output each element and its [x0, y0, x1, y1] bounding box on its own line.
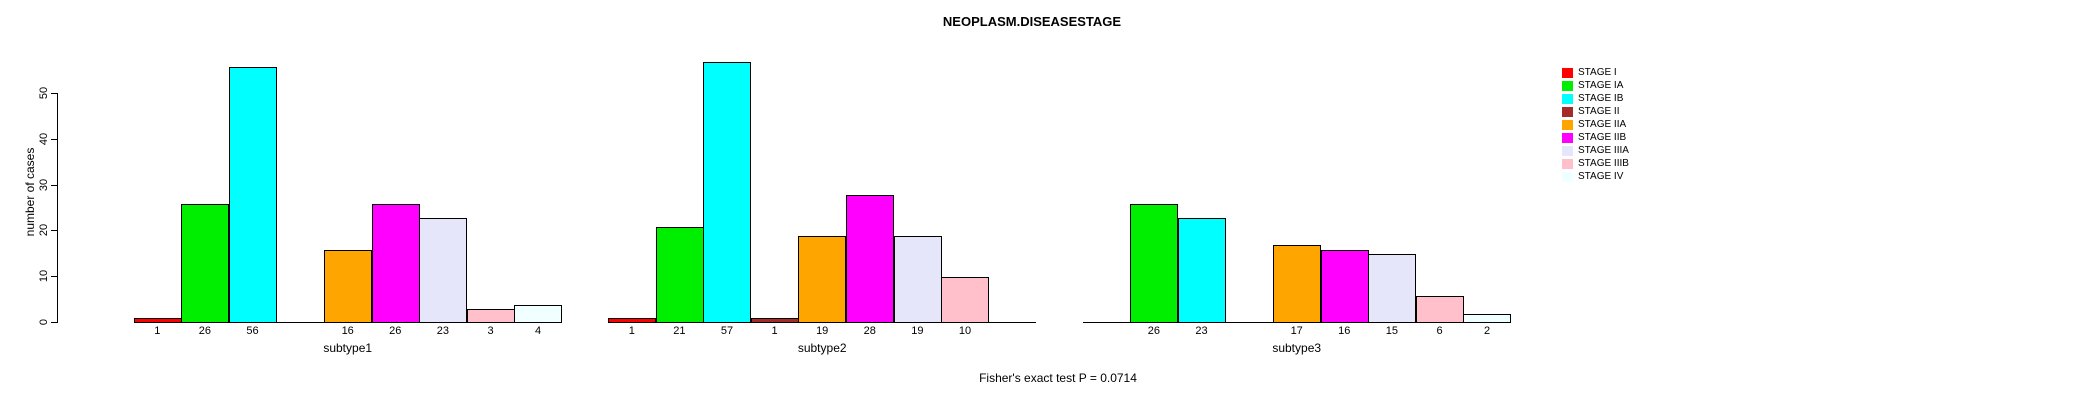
- legend-swatch-stage-iia: [1562, 119, 1573, 130]
- bar-subtype3-stage-ia: [1130, 204, 1178, 323]
- bar-subtype2-stage-iib: [846, 195, 894, 323]
- bar-value-label: 1: [771, 325, 778, 337]
- bar-subtype3-stage-iiia: [1368, 254, 1416, 323]
- bar-value-label: 21: [673, 325, 686, 337]
- legend-label: STAGE IA: [1578, 80, 1624, 91]
- bar-subtype2-stage-ib: [703, 62, 751, 323]
- bar-value-label: 2: [1484, 325, 1491, 337]
- y-axis-tick-label: 0: [38, 318, 50, 326]
- bar-subtype2-stage-i: [608, 318, 656, 323]
- bar-value-label: 56: [246, 325, 259, 337]
- legend-item-stage-iib: STAGE IIB: [1562, 131, 1702, 144]
- bar-value-label: 26: [389, 325, 402, 337]
- y-axis-tick: [51, 322, 57, 323]
- legend-label: STAGE IIB: [1578, 132, 1627, 143]
- bar-subtype1-stage-ib: [229, 67, 277, 323]
- bar-value-label: 19: [816, 325, 829, 337]
- legend-item-stage-iv: STAGE IV: [1562, 170, 1702, 183]
- bar-subtype1-stage-iiib: [467, 309, 515, 323]
- legend-item-stage-iia: STAGE IIA: [1562, 118, 1702, 131]
- bar-subtype1-stage-iib: [372, 204, 420, 323]
- bar-subtype1-stage-iia: [324, 250, 372, 323]
- legend-label: STAGE I: [1578, 67, 1617, 78]
- legend-item-stage-ia: STAGE IA: [1562, 79, 1702, 92]
- y-axis-tick: [51, 93, 57, 94]
- bar-subtype2-stage-ii: [751, 318, 799, 323]
- bar-subtype1-stage-iiia: [419, 218, 467, 323]
- legend-label: STAGE II: [1578, 106, 1620, 117]
- legend-label: STAGE IIIB: [1578, 158, 1629, 169]
- bar-value-label: 17: [1290, 325, 1303, 337]
- bar-value-label: 23: [1195, 325, 1208, 337]
- legend: STAGE I STAGE IA STAGE IB STAGE II STAGE IIA…: [1562, 66, 1702, 183]
- bar-value-label: 57: [720, 325, 734, 337]
- y-axis-label: number of cases: [23, 147, 37, 237]
- bar-subtype3-stage-iib: [1321, 250, 1369, 323]
- bar-value-label: 3: [487, 325, 494, 337]
- y-axis-tick-label: 40: [38, 132, 50, 145]
- chart-title: NEOPLASM.DISEASESTAGE: [942, 14, 1122, 29]
- legend-swatch-stage-iiib: [1562, 158, 1573, 169]
- y-axis-tick: [51, 138, 57, 140]
- bar-subtype3-stage-ib: [1178, 218, 1226, 323]
- bar-subtype2-stage-iiia: [894, 236, 942, 323]
- bar-subtype2-stage-ia: [656, 227, 704, 323]
- bar-value-label: 16: [1338, 325, 1351, 337]
- legend-item-stage-ii: STAGE II: [1562, 105, 1702, 118]
- bar-value-label: 4: [535, 325, 542, 337]
- bar-value-label: 28: [863, 325, 876, 337]
- legend-item-stage-i: STAGE I: [1562, 66, 1702, 79]
- y-axis-line: [57, 93, 58, 323]
- bar-subtype2-stage-iia: [798, 236, 846, 323]
- bar-value-label: 10: [958, 325, 972, 337]
- x-axis-category-label: subtype3: [1272, 341, 1322, 355]
- legend-swatch-stage-iiia: [1562, 145, 1573, 156]
- y-axis-tick: [51, 276, 57, 278]
- footer-annotation: Fisher's exact test P = 0.0714: [979, 371, 1137, 385]
- bar-subtype1-stage-iv: [514, 305, 562, 323]
- bar-value-label: 26: [198, 325, 212, 337]
- y-axis-tick: [51, 184, 57, 186]
- bar-value-label: 15: [1385, 325, 1399, 337]
- legend-label: STAGE IIIA: [1578, 145, 1629, 156]
- bar-value-label: 6: [1436, 325, 1443, 337]
- bar-value-label: 16: [341, 325, 354, 337]
- bar-subtype1-stage-i: [134, 318, 182, 323]
- legend-swatch-stage-iib: [1562, 132, 1573, 143]
- y-axis-tick-label: 20: [38, 224, 50, 237]
- legend-item-stage-iiia: STAGE IIIA: [1562, 144, 1702, 157]
- legend-swatch-stage-iv: [1562, 171, 1573, 182]
- legend-item-stage-ib: STAGE IB: [1562, 92, 1702, 105]
- bar-subtype1-stage-ia: [181, 204, 229, 323]
- y-axis-tick-label: 10: [38, 270, 50, 283]
- y-axis-tick: [51, 230, 57, 232]
- legend-swatch-stage-i: [1562, 67, 1573, 78]
- bar-subtype3-stage-iia: [1273, 245, 1321, 323]
- bar-value-label: 1: [628, 325, 635, 337]
- bar-value-label: 23: [436, 325, 450, 337]
- legend-swatch-stage-ii: [1562, 106, 1573, 117]
- legend-item-stage-iiib: STAGE IIIB: [1562, 157, 1702, 170]
- legend-label: STAGE IIA: [1578, 119, 1627, 130]
- bar-subtype3-stage-iiib: [1416, 296, 1464, 323]
- bar-value-label: 19: [911, 325, 924, 337]
- x-axis-category-label: subtype1: [323, 341, 373, 355]
- y-axis-tick-label: 50: [38, 86, 50, 100]
- x-axis-category-label: subtype2: [797, 341, 847, 355]
- bar-value-label: 1: [154, 325, 161, 337]
- bar-subtype3-stage-iv: [1463, 314, 1511, 323]
- y-axis-tick-label: 30: [38, 178, 50, 191]
- bar-value-label: 26: [1147, 325, 1161, 337]
- bar-subtype2-stage-iiib: [941, 277, 989, 323]
- legend-swatch-stage-ib: [1562, 93, 1573, 104]
- legend-swatch-stage-ia: [1562, 80, 1573, 91]
- legend-label: STAGE IV: [1578, 171, 1624, 182]
- legend-label: STAGE IB: [1578, 93, 1624, 104]
